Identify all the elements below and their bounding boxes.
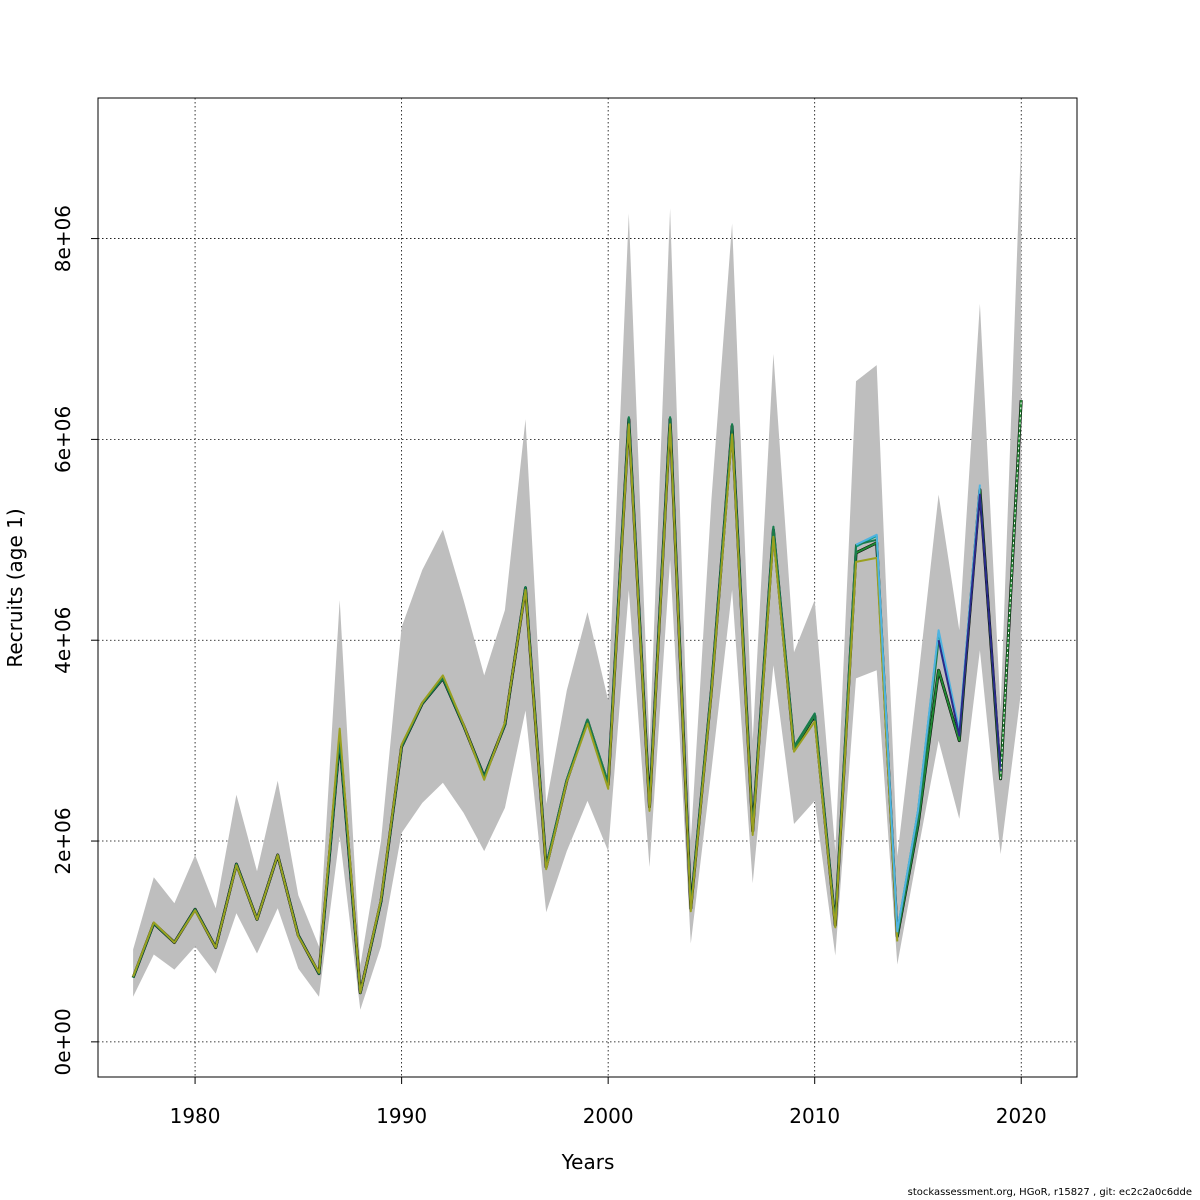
y-axis-title: Recruits (age 1) (3, 508, 27, 667)
x-tick-label-4: 2020 (996, 1104, 1047, 1128)
x-tick-label-0: 1980 (170, 1104, 221, 1128)
x-tick-label-2: 2000 (583, 1104, 634, 1128)
y-tick-label-0: 0e+00 (51, 1008, 75, 1075)
y-tick-label-4: 8e+06 (51, 205, 75, 272)
footer-credit: stockassessment.org, HGoR, r15827 , git:… (907, 1187, 1192, 1198)
series-line-5 (937, 493, 1002, 771)
y-tick-label-1: 2e+06 (51, 807, 75, 874)
x-tick-label-1: 1990 (376, 1104, 427, 1128)
confidence-band (133, 138, 1022, 1010)
plot-frame (97, 97, 1078, 1078)
projection-dotted-tail (1000, 400, 1022, 779)
axes: 1980 1990 2000 2010 2020 0e+00 2e+06 4e+06 6e+06… (51, 205, 1047, 1128)
y-tick-label-3: 6e+06 (51, 406, 75, 473)
y-tick-label-2: 4e+06 (51, 607, 75, 674)
x-axis-title: Years (561, 1150, 615, 1174)
series-line-3 (132, 423, 899, 994)
series-lines (131, 400, 1023, 995)
confidence-band-area (133, 138, 1022, 1010)
x-tick-label-3: 2010 (789, 1104, 840, 1128)
